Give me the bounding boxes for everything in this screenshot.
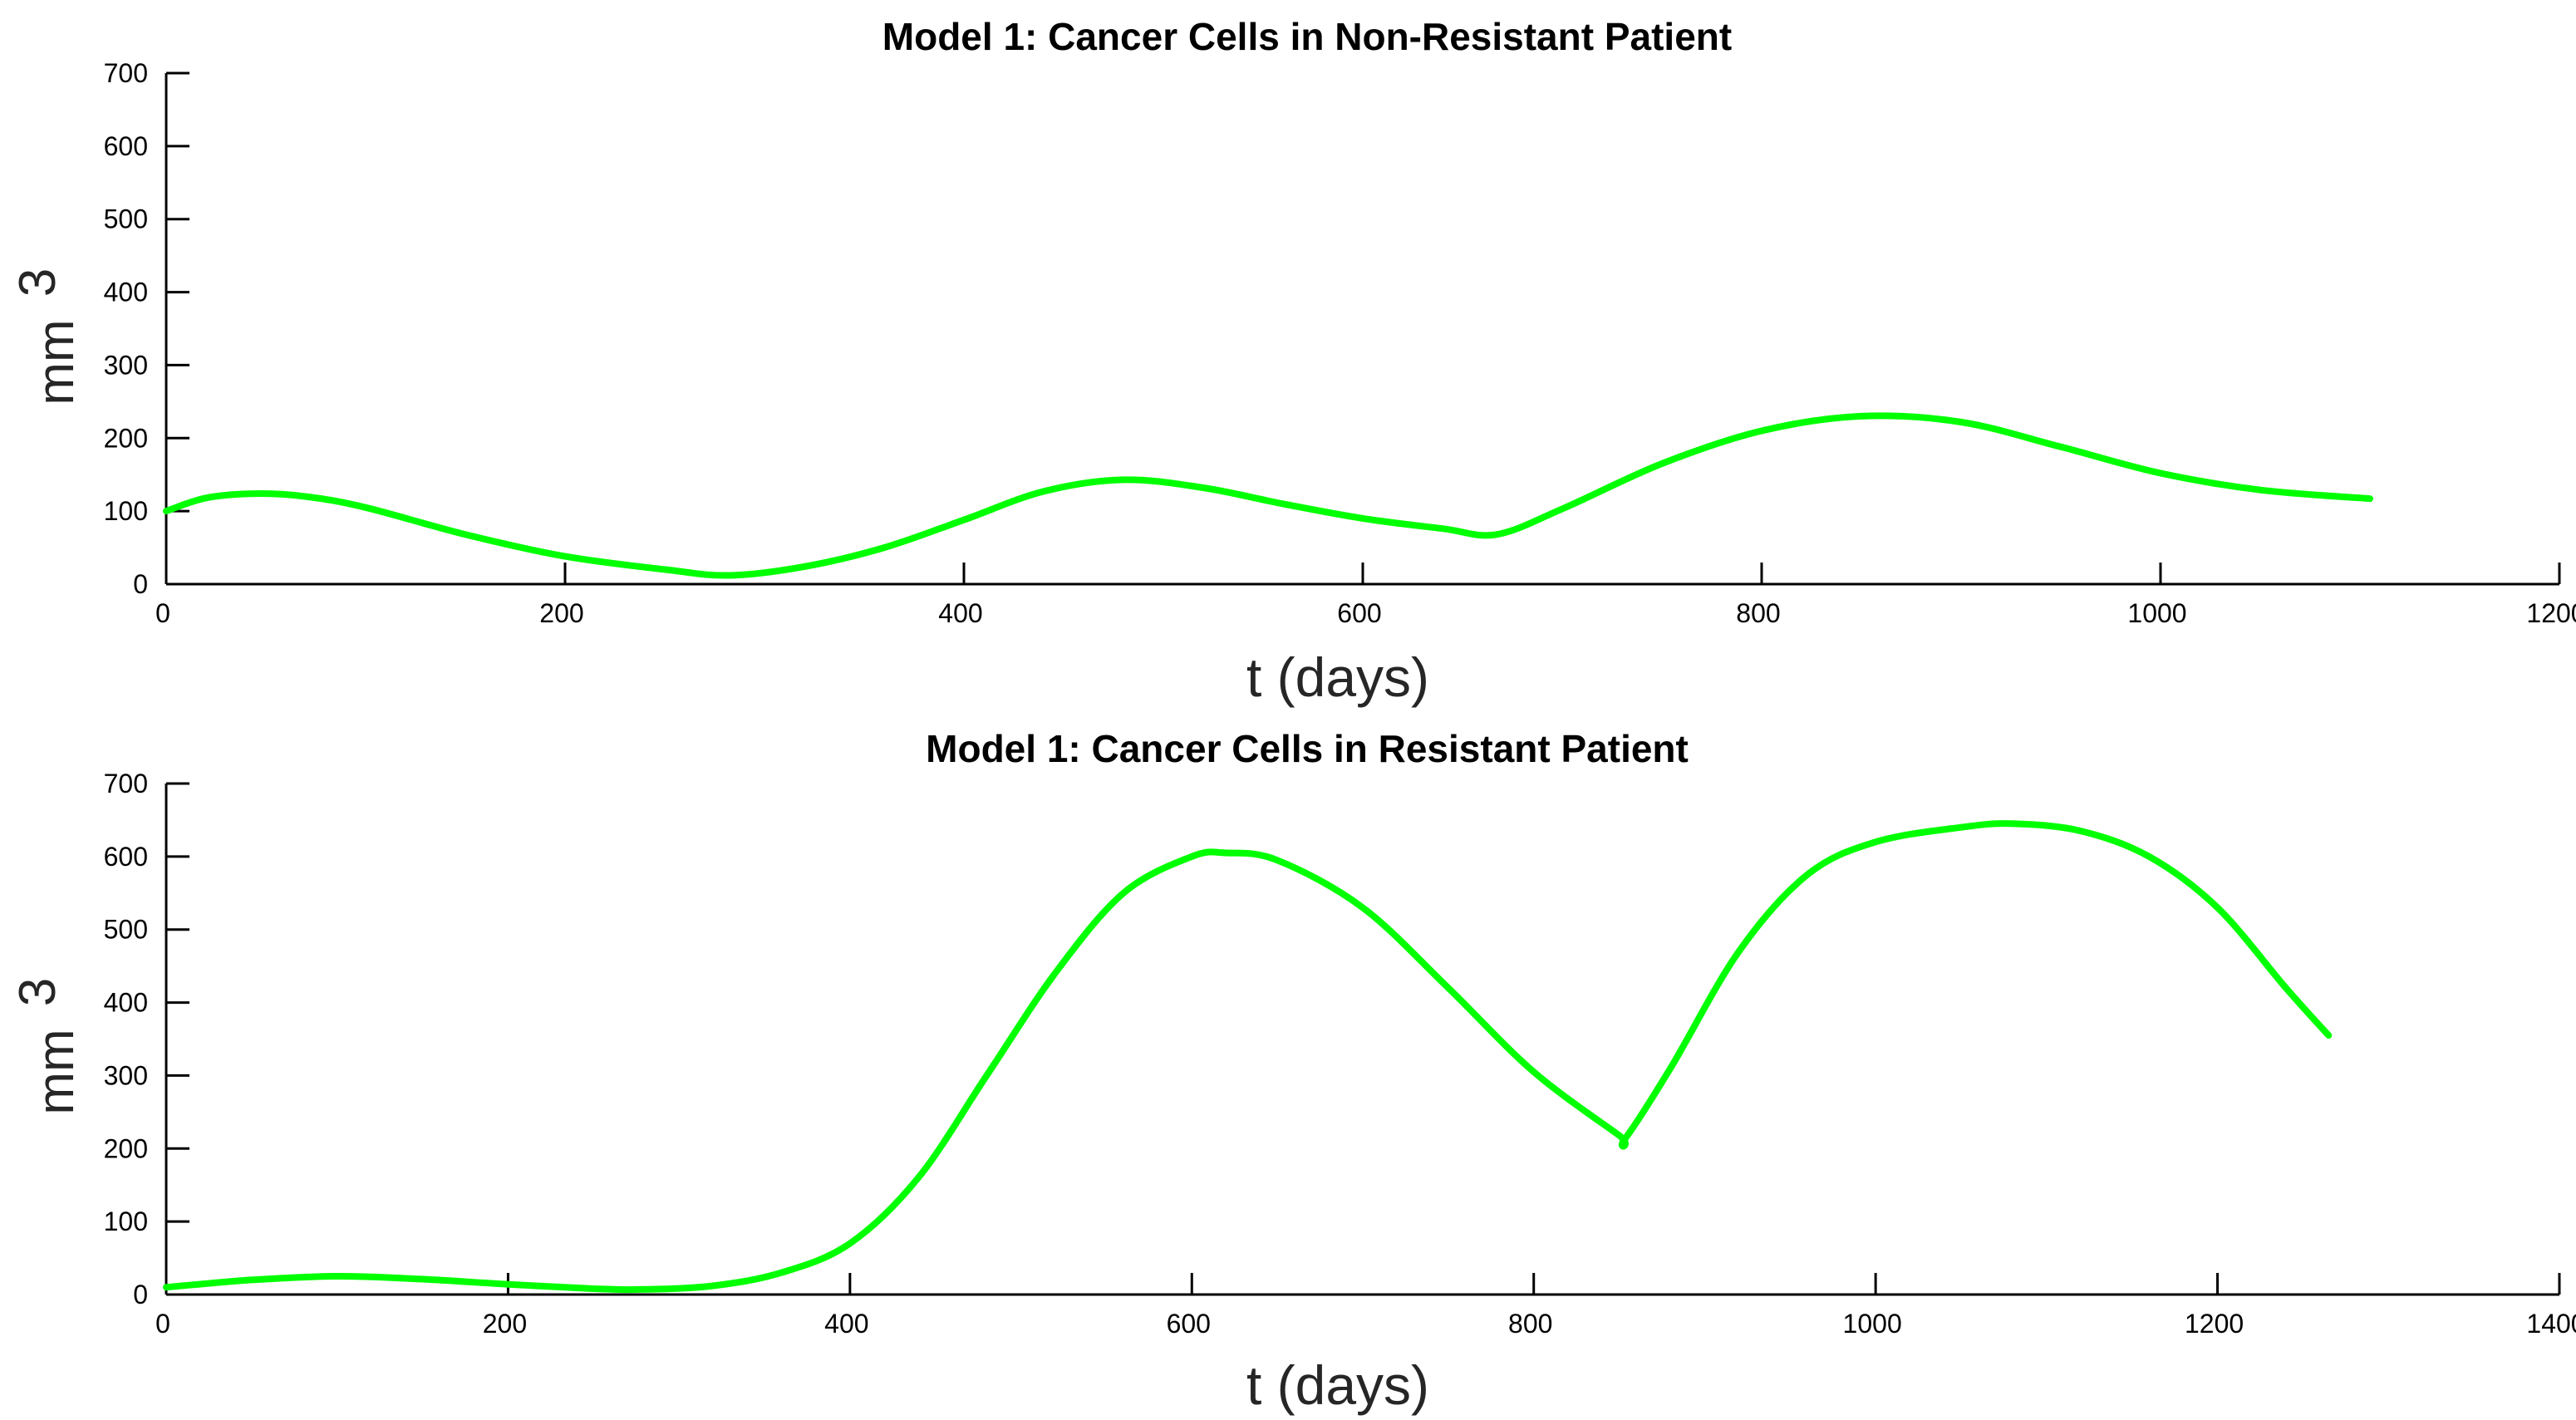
series-line-cancer-cells: [163, 820, 2333, 1294]
x-tick-label: 400: [824, 1309, 868, 1339]
y-tick-label: 300: [104, 1060, 148, 1090]
chart-title: Model 1: Cancer Cells in Non-Resistant P…: [882, 15, 1732, 58]
x-tick-label: 800: [1508, 1309, 1552, 1339]
y-tick-label: 500: [104, 915, 148, 945]
y-tick-label: 100: [104, 1206, 148, 1236]
series-line-cancer-cells: [163, 412, 2373, 579]
y-axis-label: mm: [27, 1029, 85, 1114]
y-axis-label-group: mm 3: [9, 268, 85, 405]
y-tick-label: 200: [104, 423, 148, 453]
x-tick-label: 200: [539, 598, 583, 628]
y-tick-label: 700: [104, 769, 148, 798]
x-tick-label: 0: [155, 1309, 170, 1339]
y-tick-label: 600: [104, 131, 148, 161]
chart-panel-non-resistant: Model 1: Cancer Cells in Non-Resistant P…: [9, 15, 2576, 708]
y-tick-label: 400: [104, 988, 148, 1018]
y-tick-label: 300: [104, 350, 148, 380]
y-tick-label: 500: [104, 204, 148, 234]
x-tick-label: 1000: [1843, 1309, 1902, 1339]
y-tick-label: 200: [104, 1133, 148, 1163]
x-tick-label: 0: [155, 598, 170, 628]
x-tick-label: 600: [1337, 598, 1381, 628]
x-axis-label: t (days): [1246, 1354, 1429, 1416]
x-axis-label: t (days): [1246, 646, 1429, 708]
chart-title: Model 1: Cancer Cells in Resistant Patie…: [926, 727, 1689, 770]
y-tick-label: 600: [104, 842, 148, 872]
x-tick-label: 1200: [2185, 1309, 2244, 1339]
y-axis-label-group: mm 3: [9, 978, 85, 1115]
y-tick-label: 100: [104, 496, 148, 526]
chart-panel-resistant: Model 1: Cancer Cells in Resistant Patie…: [9, 727, 2576, 1416]
y-axis-label: mm: [27, 319, 85, 405]
y-tick-label: 0: [133, 569, 148, 599]
x-tick-label: 400: [938, 598, 982, 628]
x-tick-label: 800: [1736, 598, 1780, 628]
x-tick-label: 1000: [2127, 598, 2186, 628]
x-tick-label: 600: [1167, 1309, 1211, 1339]
x-tick-label: 200: [483, 1309, 527, 1339]
x-tick-label: 1200: [2526, 598, 2576, 628]
y-tick-label: 700: [104, 58, 148, 88]
y-tick-label: 400: [104, 278, 148, 307]
y-axis-label-superscript: 3: [9, 268, 66, 297]
y-axis-label-superscript: 3: [9, 978, 66, 1006]
y-tick-label: 0: [133, 1280, 148, 1309]
